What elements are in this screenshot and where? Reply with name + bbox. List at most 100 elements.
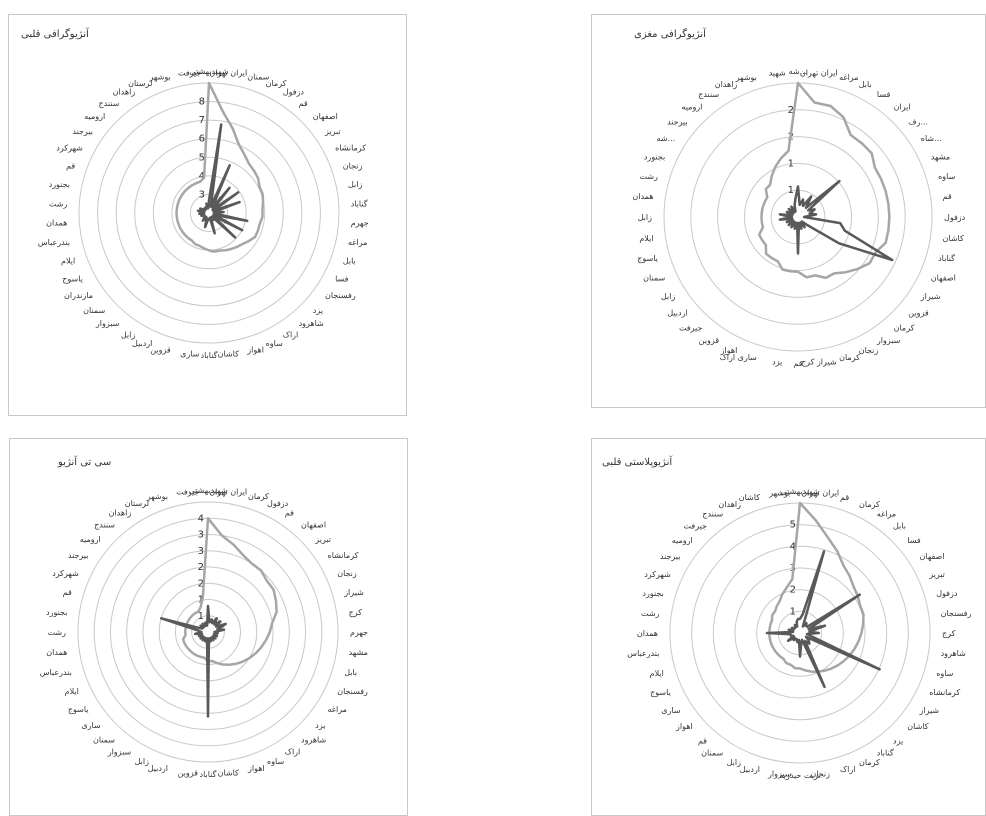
radial-tick-label: 7: [199, 115, 205, 126]
series-line-1: [175, 81, 265, 253]
category-label: ارومیه: [681, 103, 702, 112]
category-label: اراک: [840, 765, 855, 774]
category-label: گناباد: [351, 198, 368, 208]
category-label: اهواز: [246, 346, 264, 355]
category-label: قم: [285, 509, 294, 518]
grid-ring: [663, 82, 933, 352]
category-label: زابل: [121, 330, 136, 339]
category-label: شهرکرد: [644, 570, 671, 579]
radial-tick-label: 1: [790, 606, 796, 617]
grid-ring: [97, 101, 321, 325]
category-label: قم: [698, 736, 707, 745]
radial-tick-label: 3: [199, 189, 205, 200]
category-label: ایلام: [61, 257, 75, 266]
category-label: شیراز: [343, 588, 364, 597]
category-label: ایران تهران: [209, 68, 247, 77]
category-label: زاهدان: [718, 500, 741, 509]
category-label: اردبیل: [740, 765, 760, 774]
radial-tick-label: 1: [788, 158, 794, 169]
category-label: مراغه: [877, 510, 896, 519]
category-label: تبریز: [324, 127, 341, 136]
category-label: همدان: [632, 192, 653, 201]
category-label: کرمان: [894, 323, 915, 332]
category-label: اهواز: [247, 764, 265, 773]
category-label: شه...: [657, 134, 676, 143]
category-label: جهرم: [351, 219, 369, 228]
category-label: شهرکرد: [56, 144, 83, 153]
category-label: شاهرود: [301, 735, 326, 744]
category-label: مشهد: [931, 152, 950, 161]
radial-tick-label: 5: [199, 152, 205, 163]
category-label: مراغه: [328, 705, 347, 714]
category-label: اردبیل: [132, 339, 152, 348]
chart-title: آنژیوپلاستی قلبی: [602, 457, 673, 468]
radial-tick-label: 2: [198, 578, 204, 589]
grid-ring: [690, 109, 906, 325]
category-label: یزد: [772, 358, 782, 367]
grid-ring: [152, 156, 266, 270]
category-label: فسا: [335, 274, 349, 283]
category-label: زابل: [727, 758, 742, 767]
radial-tick-label: 1: [198, 595, 204, 606]
category-label: اصفهان: [920, 552, 945, 561]
category-label: اصفهان: [931, 274, 956, 283]
category-label: همدان: [637, 629, 658, 638]
category-label: یزد: [313, 306, 323, 315]
category-label: شهیدبهشتی: [189, 67, 228, 76]
category-label: زنجان: [859, 346, 879, 355]
category-label: رفسنجان: [941, 609, 972, 618]
category-label: سبزوار: [876, 336, 901, 345]
category-label: سنندج: [94, 521, 115, 530]
category-label: ایران تهران: [800, 69, 838, 78]
category-label: زنجان: [810, 770, 830, 779]
category-label: گناباد: [200, 769, 217, 779]
category-label: بابل: [859, 80, 872, 89]
category-label: قم: [299, 99, 308, 108]
category-label: مراغه: [348, 238, 367, 247]
category-label: سمنان: [93, 735, 115, 744]
category-label: ارومیه: [80, 535, 101, 544]
category-label: ایران تهران: [801, 488, 839, 497]
category-label: رشت: [48, 628, 67, 637]
category-label: اردبیل: [148, 764, 168, 773]
category-label: شهرکرد: [52, 569, 79, 578]
category-label: اهواز: [720, 346, 738, 355]
category-label: شیراز: [920, 292, 941, 301]
category-label: کرمانشاه: [929, 688, 960, 697]
grid-ring: [78, 82, 340, 344]
category-label: کرمان: [859, 758, 880, 767]
radial-tick-label: 4: [198, 513, 204, 524]
category-label: زابل: [638, 213, 653, 222]
category-label: ایران تهران: [209, 487, 247, 496]
category-label: ایلام: [650, 669, 664, 678]
chart-panel-cardiac-angiography: آنژیوگرافی قلبی 3 4 5 6 7 8 شهیدبهشتی ایران تهر…: [8, 14, 407, 416]
radial-tick-label: 3: [198, 530, 204, 541]
series-line-2: [159, 604, 227, 718]
grid-ring: [717, 136, 879, 298]
radial-tick-label: 2: [788, 105, 794, 116]
category-label: کرج: [349, 608, 363, 617]
category-label: ارومیه: [672, 536, 693, 545]
grid-ring: [691, 524, 909, 742]
category-label: شهید: [769, 69, 786, 78]
category-label: بندرعباس: [627, 649, 659, 658]
category-label: گناباد: [877, 748, 894, 758]
category-label: قم: [793, 359, 802, 368]
category-label: بجنورد: [644, 152, 665, 161]
category-label: رفسنجان: [325, 291, 356, 300]
category-label: اراک: [283, 330, 298, 339]
category-label: تبریز: [928, 570, 945, 579]
category-label: یزد: [893, 736, 903, 745]
category-label: سمنان: [83, 306, 105, 315]
chart-panel-cardiac-angioplasty: آنژیوپلاستی قلبی 1 2 3 4 5 شهیدبهشتی ایران تهر…: [591, 438, 986, 816]
category-label: سنندج: [702, 510, 723, 519]
category-label: ارومیه: [84, 112, 105, 121]
category-label: ایران: [894, 103, 911, 112]
category-label: کرمان: [839, 353, 860, 362]
category-label: کرمان: [859, 500, 880, 509]
grid-ring: [134, 138, 284, 288]
category-label: گناباد: [201, 350, 218, 360]
category-label: رشت: [641, 609, 660, 618]
radial-tick-label: 3: [198, 546, 204, 557]
